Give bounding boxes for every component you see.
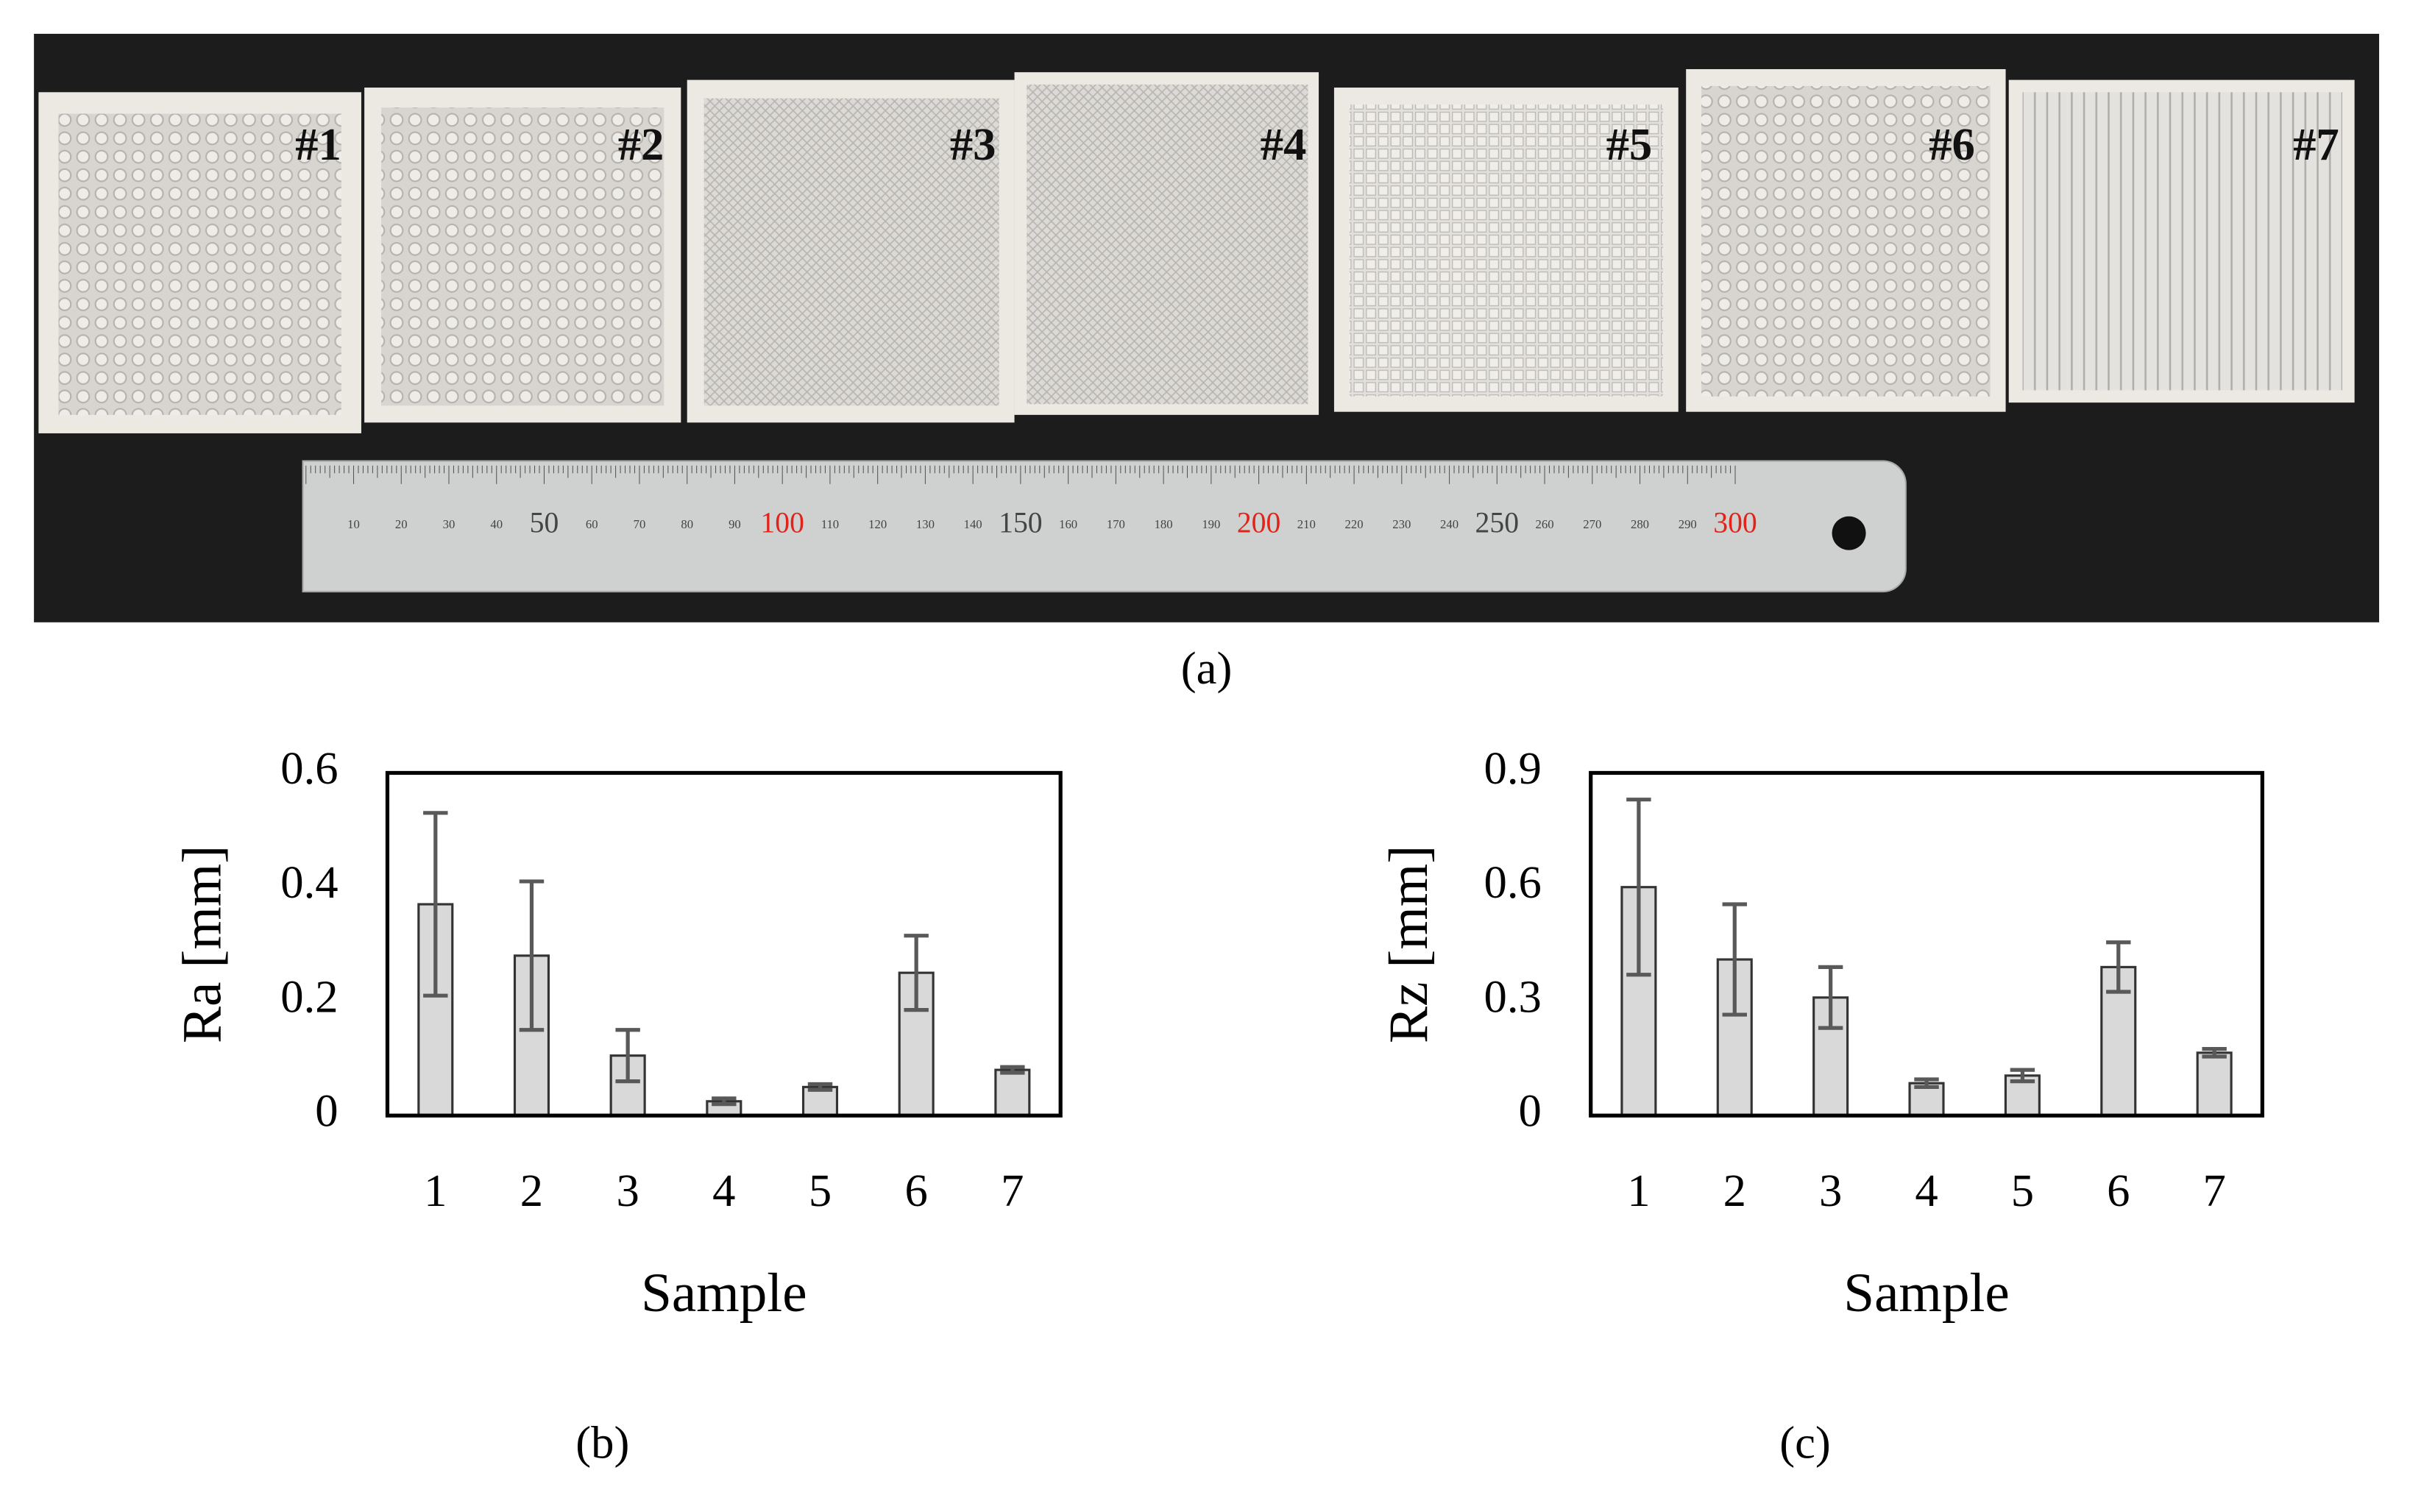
ruler-number: 220 bbox=[1345, 517, 1364, 531]
y-tick-label: 0.6 bbox=[1484, 856, 1542, 908]
plot-frame bbox=[385, 770, 1063, 1118]
tile-surface bbox=[703, 98, 999, 406]
ruler-number: 50 bbox=[530, 506, 559, 539]
ruler-number: 120 bbox=[868, 517, 887, 531]
tile-surface bbox=[381, 107, 664, 406]
ruler-number: 100 bbox=[760, 506, 804, 539]
chart-caption: (b) bbox=[575, 1417, 629, 1469]
x-tick-label: 6 bbox=[905, 1165, 928, 1216]
x-tick-label: 7 bbox=[2202, 1165, 2225, 1216]
x-tick-label: 2 bbox=[1723, 1165, 1746, 1216]
x-axis-label: Sample bbox=[1843, 1263, 2009, 1324]
sample-label: #7 bbox=[2293, 118, 2339, 170]
ruler-number: 210 bbox=[1297, 517, 1316, 531]
error-bar bbox=[1818, 965, 1843, 1030]
y-tick-label: 0.3 bbox=[1484, 970, 1542, 1022]
sample-label: #1 bbox=[295, 118, 341, 170]
tile-surface bbox=[58, 113, 341, 415]
tile-surface bbox=[1349, 104, 1663, 397]
x-tick-label: 2 bbox=[520, 1165, 543, 1216]
ruler-number: 80 bbox=[681, 517, 693, 531]
sample-label: #4 bbox=[1261, 118, 1307, 170]
ruler-hole bbox=[1832, 516, 1866, 550]
bar bbox=[2196, 1051, 2233, 1117]
x-tick-label: 7 bbox=[1001, 1165, 1024, 1216]
ruler bbox=[302, 460, 1907, 593]
y-axis-label: Rz [mm] bbox=[1378, 845, 1439, 1043]
error-bar bbox=[423, 811, 448, 998]
tile-surface bbox=[1027, 84, 1308, 405]
ruler-number: 70 bbox=[634, 517, 646, 531]
error-bar bbox=[615, 1028, 640, 1084]
x-tick-label: 4 bbox=[712, 1165, 735, 1216]
ruler-number: 280 bbox=[1631, 517, 1649, 531]
error-bar bbox=[904, 934, 929, 1012]
ruler-number: 290 bbox=[1679, 517, 1697, 531]
ruler-number: 180 bbox=[1155, 517, 1173, 531]
sample-label: #2 bbox=[618, 118, 664, 170]
tile-surface bbox=[1701, 85, 1991, 397]
plot-frame bbox=[1589, 770, 2264, 1118]
ruler-number: 260 bbox=[1536, 517, 1554, 531]
x-tick-label: 4 bbox=[1915, 1165, 1938, 1216]
error-bar bbox=[712, 1096, 737, 1107]
x-tick-label: 1 bbox=[424, 1165, 447, 1216]
error-bar bbox=[1626, 798, 1651, 977]
error-bar bbox=[1722, 902, 1747, 1017]
x-tick-label: 5 bbox=[809, 1165, 832, 1216]
ruler-number: 110 bbox=[821, 517, 839, 531]
ruler-number: 130 bbox=[916, 517, 935, 531]
chart-caption: (c) bbox=[1779, 1417, 1831, 1469]
sample-label: #5 bbox=[1606, 118, 1653, 170]
ruler-number: 190 bbox=[1202, 517, 1220, 531]
ruler-number: 150 bbox=[999, 506, 1042, 539]
x-tick-label: 6 bbox=[2107, 1165, 2130, 1216]
error-bar bbox=[2010, 1068, 2035, 1084]
error-bar bbox=[1914, 1077, 1939, 1089]
x-tick-label: 1 bbox=[1627, 1165, 1650, 1216]
tile-surface bbox=[2022, 92, 2342, 391]
y-tick-label: 0.9 bbox=[1484, 742, 1542, 794]
ruler-number: 40 bbox=[490, 517, 503, 531]
sample-label: #6 bbox=[1929, 118, 1975, 170]
ruler-number: 230 bbox=[1392, 517, 1411, 531]
x-axis-label: Sample bbox=[641, 1263, 807, 1324]
ruler-number: 60 bbox=[586, 517, 598, 531]
y-tick-label: 0 bbox=[315, 1085, 338, 1137]
y-axis-label: Ra [mm] bbox=[171, 845, 233, 1043]
ruler-number: 10 bbox=[347, 517, 360, 531]
ruler-number: 30 bbox=[443, 517, 456, 531]
bar bbox=[994, 1068, 1031, 1117]
x-tick-label: 3 bbox=[616, 1165, 639, 1216]
error-bar bbox=[519, 879, 545, 1032]
ruler-number: 270 bbox=[1583, 517, 1601, 531]
ruler-number: 140 bbox=[964, 517, 982, 531]
y-tick-label: 0 bbox=[1519, 1085, 1542, 1137]
tiles bbox=[38, 68, 2355, 433]
error-bar bbox=[1000, 1065, 1025, 1075]
error-bar bbox=[807, 1082, 833, 1092]
ruler-number: 250 bbox=[1475, 506, 1519, 539]
y-tick-label: 0.2 bbox=[280, 970, 338, 1022]
x-tick-label: 5 bbox=[2011, 1165, 2034, 1216]
ruler-number: 90 bbox=[729, 517, 741, 531]
sample-label: #3 bbox=[950, 118, 996, 170]
y-tick-label: 0.4 bbox=[280, 856, 338, 908]
ruler-number: 170 bbox=[1107, 517, 1125, 531]
ruler-number: 240 bbox=[1440, 517, 1459, 531]
error-bar bbox=[2202, 1047, 2227, 1059]
error-bar bbox=[2106, 940, 2131, 994]
ruler-number: 200 bbox=[1237, 506, 1280, 539]
ruler-number: 20 bbox=[395, 517, 408, 531]
y-tick-label: 0.6 bbox=[280, 742, 338, 794]
ruler-number: 160 bbox=[1059, 517, 1077, 531]
photo-caption: (a) bbox=[1181, 642, 1233, 694]
x-tick-label: 3 bbox=[1819, 1165, 1842, 1216]
ruler-number: 300 bbox=[1713, 506, 1757, 539]
